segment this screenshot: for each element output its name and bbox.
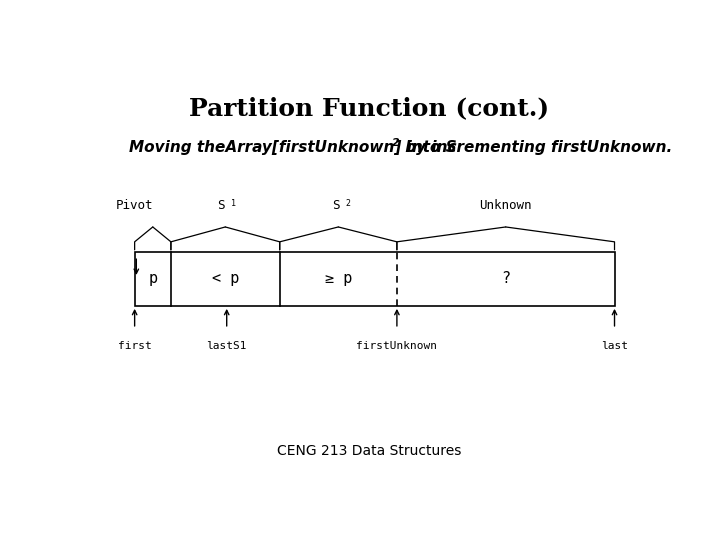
Text: S: S xyxy=(217,199,225,212)
Text: 1: 1 xyxy=(230,199,235,208)
Text: Moving theArray[firstUnknown] into S: Moving theArray[firstUnknown] into S xyxy=(129,140,456,156)
Text: last: last xyxy=(601,341,628,352)
Text: S: S xyxy=(332,199,339,212)
Text: 2: 2 xyxy=(345,199,350,208)
Text: Unknown: Unknown xyxy=(480,199,532,212)
Text: ≥ p: ≥ p xyxy=(325,272,352,286)
Text: ?: ? xyxy=(501,272,510,286)
Text: by incrementing firstUnknown.: by incrementing firstUnknown. xyxy=(400,140,672,156)
Text: first: first xyxy=(118,341,151,352)
Text: CENG 213 Data Structures: CENG 213 Data Structures xyxy=(276,444,462,458)
Bar xyxy=(135,252,615,306)
Text: < p: < p xyxy=(212,272,239,286)
Text: firstUnknown: firstUnknown xyxy=(356,341,438,352)
Text: 2: 2 xyxy=(392,138,400,148)
Text: Partition Function (cont.): Partition Function (cont.) xyxy=(189,97,549,120)
Text: p: p xyxy=(148,272,158,286)
Text: lastS1: lastS1 xyxy=(207,341,247,352)
Text: Pivot: Pivot xyxy=(116,199,153,212)
